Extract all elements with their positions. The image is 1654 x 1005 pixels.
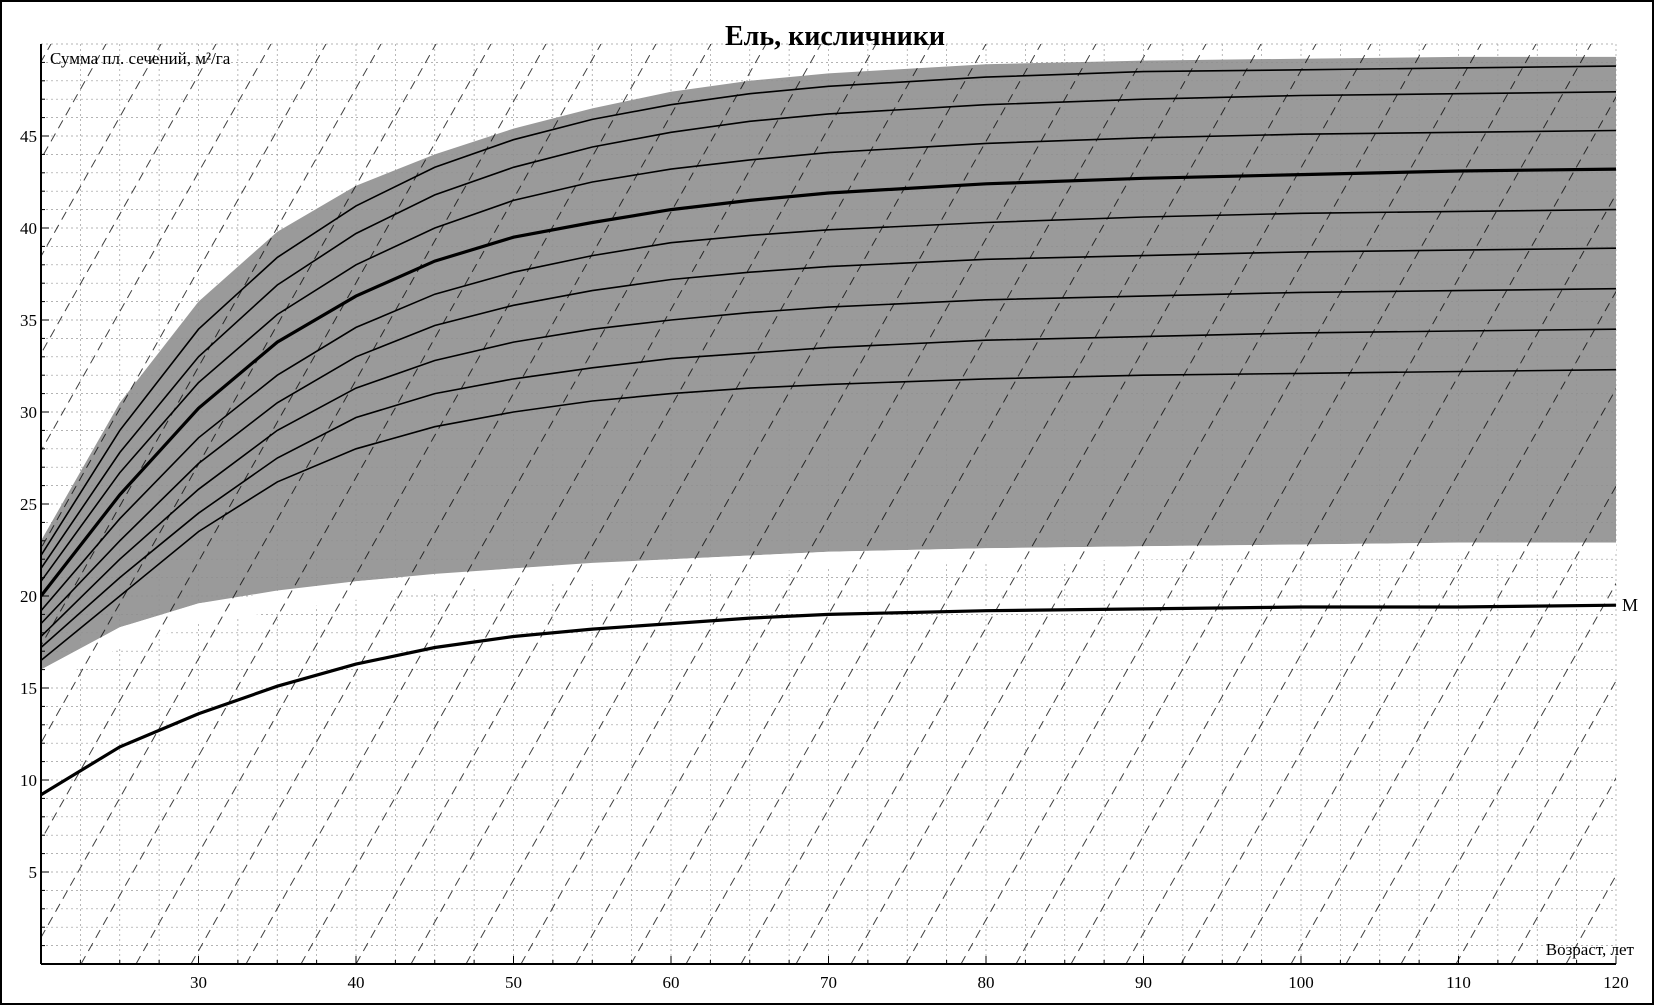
hatch-line — [520, 44, 1042, 964]
minimum-zone — [41, 542, 1616, 688]
hatch-line — [1290, 387, 1616, 964]
series-end-label: M — [1622, 595, 1638, 615]
hatch-line — [685, 44, 1207, 964]
shaded-band — [41, 56, 1616, 670]
hatch-line — [1015, 44, 1537, 964]
x-tick-label: 120 — [1603, 973, 1629, 992]
series-line-4 — [41, 247, 1616, 625]
hatch-line — [850, 44, 1372, 964]
x-tick-label: 40 — [348, 973, 365, 992]
y-tick-label: 20 — [20, 587, 37, 606]
series-line-8 — [41, 91, 1616, 569]
hatch-line — [905, 44, 1427, 964]
series-line-2 — [41, 328, 1616, 649]
hatch-line — [630, 44, 1152, 964]
y-axis-label: Сумма пл. сечений, м²/га — [50, 49, 231, 68]
series-line-0 — [41, 603, 1616, 797]
series-line-7 — [41, 129, 1616, 582]
hatch-line — [41, 44, 437, 744]
y-tick-label: 5 — [29, 863, 38, 882]
x-tick-label: 30 — [190, 973, 207, 992]
hatch-line — [190, 44, 712, 964]
hatch-line — [465, 44, 987, 964]
hatch-line — [41, 44, 492, 842]
hatch-line — [80, 44, 602, 964]
hatch-line — [1235, 290, 1616, 964]
hatch-line — [575, 44, 1097, 964]
y-tick-label: 25 — [20, 495, 37, 514]
x-axis-label: Возраст, лет — [1546, 940, 1635, 959]
y-tick-label: 40 — [20, 219, 37, 238]
hatch-line — [135, 44, 657, 964]
chart-title: Ель, кисличники — [725, 21, 945, 52]
x-tick-label: 80 — [978, 973, 995, 992]
hatch-line — [300, 44, 822, 964]
series-line-3 — [41, 287, 1616, 638]
series-line-9 — [41, 65, 1616, 556]
hatch-line — [1180, 193, 1616, 964]
data-band — [41, 56, 1616, 688]
x-tick-label: 90 — [1135, 973, 1152, 992]
hatch-line — [1125, 96, 1616, 964]
hatch-line — [960, 44, 1482, 964]
series-line-5 — [41, 208, 1616, 612]
hatch-line — [41, 44, 547, 939]
hatch-line — [355, 44, 877, 964]
x-tick-label: 60 — [663, 973, 680, 992]
hatch-line — [41, 44, 382, 647]
x-tick-label: 50 — [505, 973, 522, 992]
y-tick-label: 15 — [20, 679, 37, 698]
hatch-line — [1345, 485, 1616, 964]
x-tick-label: 110 — [1446, 973, 1471, 992]
hatch-line — [795, 44, 1317, 964]
hatch-line — [740, 44, 1262, 964]
y-tick-label: 45 — [20, 127, 37, 146]
diagonal-hatching — [41, 44, 1616, 964]
series-line-1 — [41, 368, 1616, 662]
tick-labels: 30 40 50 60 70 80 90 100 110 120 5 10 15 20 25 30 35 40 45 — [20, 127, 1629, 992]
series-line-6 — [41, 167, 1616, 597]
series-lines — [41, 65, 1616, 797]
x-tick-label: 70 — [820, 973, 837, 992]
y-tick-label: 35 — [20, 311, 37, 330]
hatch-line — [1070, 44, 1592, 964]
hatch-line — [41, 44, 327, 550]
hatch-line — [245, 44, 767, 964]
axes — [40, 44, 1617, 965]
x-tick-label: 100 — [1288, 973, 1314, 992]
hatch-line — [410, 44, 932, 964]
y-tick-label: 30 — [20, 403, 37, 422]
y-tick-label: 10 — [20, 771, 37, 790]
